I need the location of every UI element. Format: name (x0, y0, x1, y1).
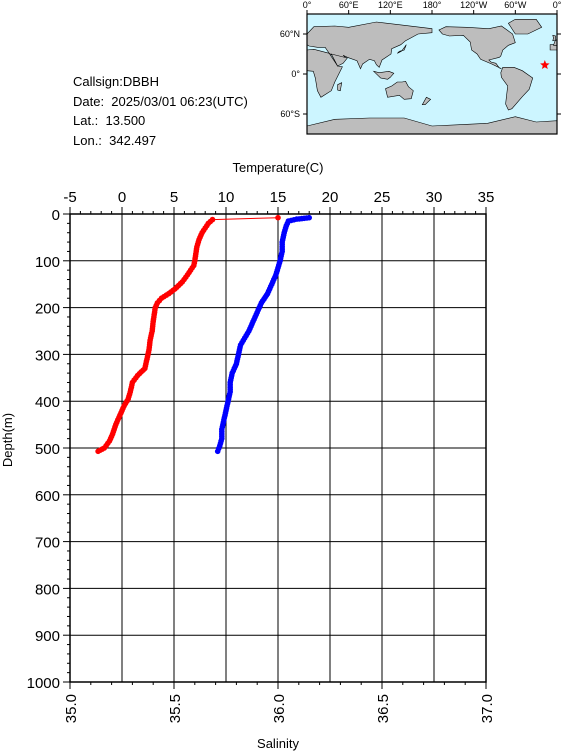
depth-tick-label: 400 (35, 394, 60, 411)
temperature-tick-label: 5 (170, 189, 178, 206)
depth-tick-label: 700 (35, 535, 60, 552)
map-longitude-label: 0° (303, 0, 312, 10)
depth-tick-label: 0 (52, 207, 60, 224)
map-latitude-label: 60°S (280, 109, 300, 119)
map-land-greenland (507, 19, 543, 35)
longitude-text: Lon.: 342.497 (73, 132, 157, 148)
map-longitude-label: 180° (423, 0, 442, 10)
map-land-north-america (438, 25, 516, 69)
depth-tick-label: 900 (35, 628, 60, 645)
chart-series (95, 214, 313, 455)
map-longitude-label: 120°W (460, 0, 488, 10)
temperature-tick-label: 30 (426, 189, 443, 206)
map-frame: 0° 60°E 120°E 180° 120°W 60°W 0° 60°N 0° 60°S (280, 0, 562, 135)
temperature-tick-label: 35 (478, 189, 495, 206)
salinity-tick-label: 37.0 (479, 694, 496, 723)
temperature-tick-label: -5 (63, 189, 76, 206)
chart-labels: -5 0 5 10 15 20 25 30 35010020030040050060070080… (27, 189, 496, 723)
depth-tick-label: 600 (35, 488, 60, 505)
plot-frame (69, 213, 487, 683)
depth-tick-label: 100 (35, 254, 60, 271)
latitude-text: Lat.: 13.500 (73, 113, 146, 128)
map-land-australia (385, 80, 414, 100)
depth-tick-label: 800 (35, 581, 60, 598)
salinity-axis-title: Salinity (257, 736, 299, 751)
y-axis-title: Depth(m) (0, 413, 15, 467)
temperature-tick-label: 0 (118, 189, 126, 206)
map-land-uk (552, 34, 556, 42)
depth-tick-label: 200 (35, 301, 60, 318)
temperature-tick-label: 25 (374, 189, 391, 206)
callsign-text: Callsign:DBBH (73, 74, 159, 89)
map-longitude-label: 60°E (339, 0, 359, 10)
map-land-south-america (500, 67, 534, 111)
temperature-tick-label: 20 (322, 189, 339, 206)
temperature-tick-label: 10 (218, 189, 235, 206)
temperature-profile-line (97, 217, 279, 452)
map-latitude-label: 60°N (280, 29, 300, 39)
chart-grid (69, 213, 487, 683)
temperature-point (95, 448, 101, 455)
salinity-tick-label: 36.0 (271, 694, 288, 723)
map-land-arabia (330, 53, 348, 67)
depth-tick-label: 300 (35, 347, 60, 364)
map-land-madagascar (337, 82, 343, 92)
chart-frame (63, 207, 487, 689)
station-star-marker (540, 60, 550, 69)
map-longitude-label: 120°E (378, 0, 403, 10)
map-land-new-zealand (421, 96, 432, 105)
temperature-point (275, 214, 281, 221)
salinity-tick-label: 35.5 (167, 694, 184, 723)
salinity-point (214, 448, 221, 455)
temperature-tick-label: 15 (270, 189, 287, 206)
map-land-japan (397, 44, 407, 54)
depth-tick-label: 1000 (27, 675, 60, 692)
map-latitude-label: 0° (291, 69, 300, 79)
salinity-tick-label: 36.5 (375, 694, 392, 723)
temperature-axis-title: Temperature(C) (232, 160, 323, 175)
salinity-tick-label: 35.0 (63, 694, 80, 723)
map-longitude-label: 0° (553, 0, 562, 10)
depth-tick-label: 500 (35, 441, 60, 458)
date-text: Date: 2025/03/01 06:23(UTC) (73, 93, 248, 109)
salinity-profile-line (217, 217, 310, 452)
map-land-indonesia (372, 70, 395, 80)
map-longitude-label: 60°W (504, 0, 527, 10)
station-info: Callsign:DBBH Date: 2025/03/01 06:23(UTC… (73, 72, 248, 150)
